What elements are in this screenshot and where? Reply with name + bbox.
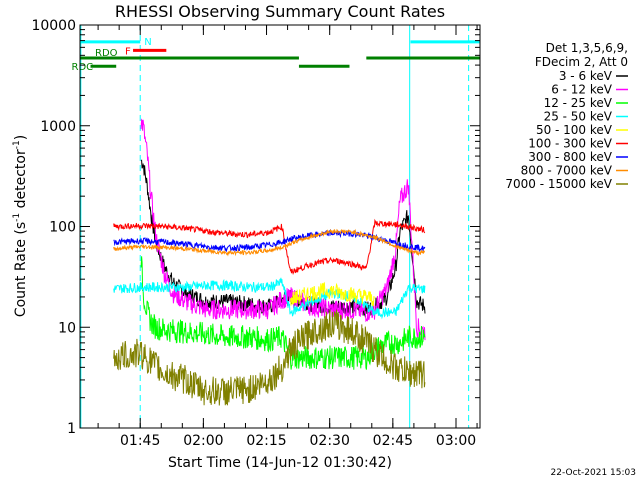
y-axis-label-sup1: -1 (12, 213, 22, 222)
y-tick-label-1000: 1000 (40, 119, 76, 135)
y-tick-label-10000: 10000 (31, 18, 76, 34)
x-tick-label-0300: 03:00 (436, 433, 476, 449)
flag-label-rdo: RDO (95, 48, 118, 59)
legend-entry-label: 300 - 800 keV (528, 150, 612, 164)
x-tick-label-0200: 02:00 (183, 433, 223, 449)
legend-entry-label: 100 - 300 keV (528, 137, 612, 151)
x-tick-label-0230: 02:30 (310, 433, 350, 449)
y-axis-label-sup2: -1 (12, 140, 22, 149)
y-axis-label-end: ) (13, 135, 29, 140)
legend: Det 1,3,5,6,9,FDecim 2, Att 03 - 6 keV6 … (505, 41, 628, 191)
series-line-300-800-kev (113, 228, 426, 253)
legend-entry-label: 25 - 50 keV (544, 110, 613, 124)
series-line-100-300-kev (113, 218, 426, 275)
y-axis-label: Count Rate (s-1 detector-1) (12, 135, 29, 317)
series-lines (113, 118, 426, 406)
series-line-7000-15000-kev (113, 309, 426, 406)
legend-header-line-1: Det 1,3,5,6,9, (546, 41, 628, 55)
chart-title: RHESSI Observing Summary Count Rates (115, 2, 445, 21)
legend-entry-label: 800 - 7000 keV (521, 164, 613, 178)
x-axis-label: Start Time (14-Jun-12 01:30:42) (168, 455, 392, 471)
legend-entry-label: 50 - 100 keV (536, 123, 613, 137)
x-tick-label-0215: 02:15 (246, 433, 286, 449)
footer-timestamp: 22-Oct-2021 15:03 (551, 468, 636, 478)
y-axis-label-mid: detector (13, 149, 29, 213)
series-line-6-12-kev (140, 118, 426, 341)
flag-label-rdc: RDC (72, 62, 94, 73)
flag-label-f: F (125, 46, 131, 57)
legend-entry-label: 12 - 25 keV (544, 96, 613, 110)
x-tick-label-0145: 01:45 (120, 433, 160, 449)
series-line-25-50-kev (113, 277, 426, 320)
y-tick-label-1: 1 (67, 421, 76, 437)
y-axis-ticks: 1 10 100 1000 10000 (31, 18, 480, 437)
legend-header-line-2: FDecim 2, Att 0 (535, 55, 628, 69)
legend-entry-label: 7000 - 15000 keV (505, 177, 612, 191)
series-line-800-7000-kev (113, 228, 425, 257)
flag-label-n: N (144, 37, 151, 48)
x-axis-ticks: 01:45 02:00 02:15 02:30 02:45 03:00 (97, 25, 478, 449)
legend-entry-label: 3 - 6 keV (559, 69, 613, 83)
legend-entry-label: 6 - 12 keV (551, 83, 613, 97)
series-line-50-100-kev (290, 281, 375, 307)
y-tick-label-10: 10 (58, 320, 76, 336)
y-tick-label-100: 100 (49, 220, 76, 236)
x-tick-label-0245: 02:45 (373, 433, 413, 449)
y-axis-label-main: Count Rate (s (13, 222, 29, 317)
